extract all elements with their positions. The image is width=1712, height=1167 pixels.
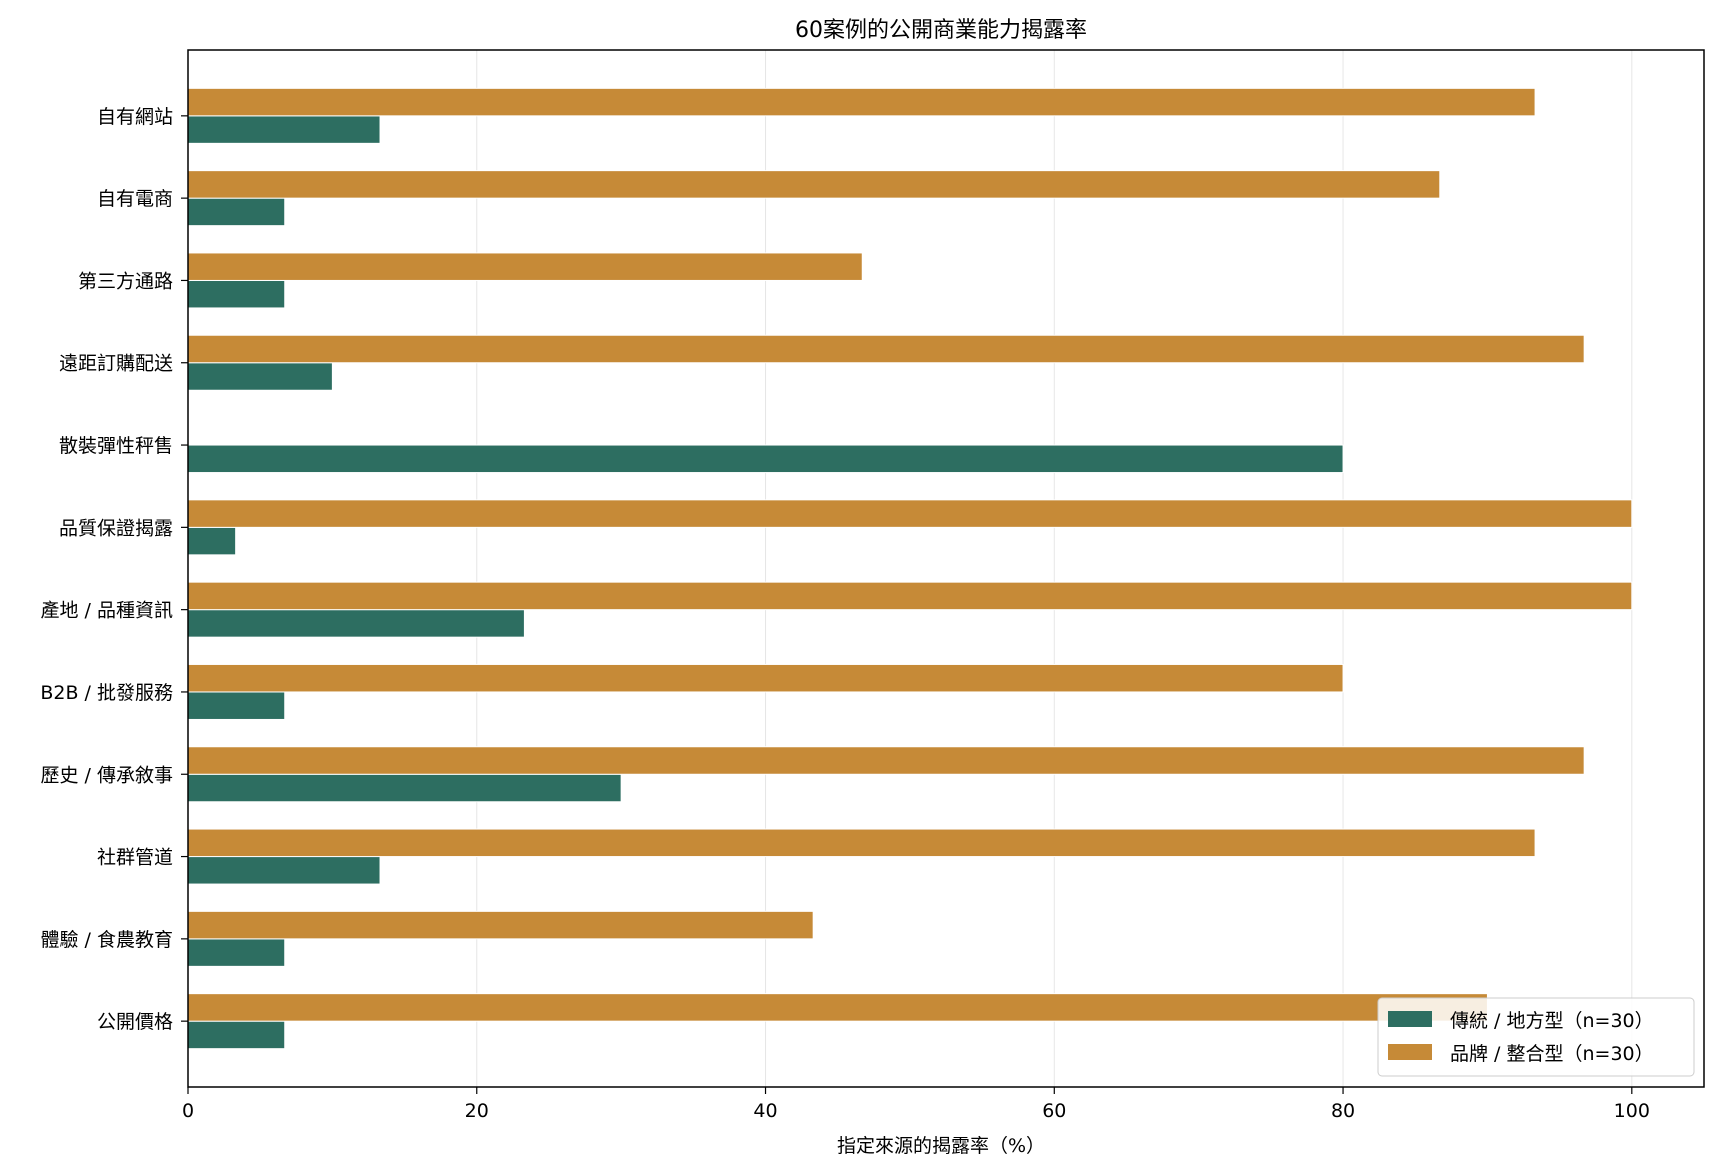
bar-brand <box>187 746 1585 775</box>
x-tick-label: 100 <box>1614 1100 1650 1122</box>
bar-brand <box>187 252 863 281</box>
bar-brand <box>187 334 1585 364</box>
y-tick-label: 體驗 / 食農教育 <box>41 929 173 951</box>
y-tick-label: 社群管道 <box>97 847 173 869</box>
bar-brand <box>187 828 1536 858</box>
legend-swatch <box>1388 1044 1432 1060</box>
bar-brand <box>187 170 1441 199</box>
bar-brand <box>187 581 1633 611</box>
bar-brand <box>187 87 1536 117</box>
bars <box>187 87 1633 1050</box>
x-tick-label: 60 <box>1042 1100 1066 1122</box>
bar-brand <box>187 499 1633 528</box>
y-tick-label: 歷史 / 傳承敘事 <box>41 764 173 786</box>
y-tick-label: 自有網站 <box>97 106 173 128</box>
bar-traditional <box>187 362 333 391</box>
bar-traditional <box>187 526 237 556</box>
bar-traditional <box>187 856 381 885</box>
bar-traditional <box>187 197 286 227</box>
y-tick-label: B2B / 批發服務 <box>40 682 173 704</box>
bar-brand <box>187 910 814 940</box>
bar-traditional <box>187 691 286 720</box>
bar-traditional <box>187 115 381 144</box>
x-tick-label: 0 <box>182 1100 194 1122</box>
y-tick-label: 第三方通路 <box>78 270 173 292</box>
y-tick-label: 散裝彈性秤售 <box>59 435 173 457</box>
legend-label: 傳統 / 地方型（n=30） <box>1450 1010 1654 1032</box>
bar-traditional <box>187 609 525 638</box>
y-tick-label: 自有電商 <box>97 188 173 210</box>
legend-box <box>1377 997 1695 1077</box>
x-tick-label: 40 <box>753 1100 777 1122</box>
x-axis-label: 指定來源的揭露率（%） <box>837 1135 1045 1157</box>
bar-traditional <box>187 444 1344 474</box>
x-tick-label: 80 <box>1331 1100 1355 1122</box>
legend-label: 品牌 / 整合型（n=30） <box>1450 1043 1654 1065</box>
bar-traditional <box>187 773 622 803</box>
bar-traditional <box>187 279 286 309</box>
x-tick-label: 20 <box>465 1100 489 1122</box>
plot-frame <box>187 49 1705 1088</box>
bar-brand <box>187 663 1344 693</box>
y-tick-label: 公開價格 <box>97 1011 173 1033</box>
bar-traditional <box>187 938 286 967</box>
chart-title: 60案例的公開商業能力揭露率 <box>795 18 1087 43</box>
x-axis-ticks: 0 20 40 60 80 100 <box>182 1087 1650 1122</box>
y-tick-label: 品質保證揭露 <box>59 517 173 539</box>
legend: 傳統 / 地方型（n=30） 品牌 / 整合型（n=30） <box>1377 997 1695 1077</box>
y-tick-label: 產地 / 品種資訊 <box>41 600 173 622</box>
bar-traditional <box>187 1020 286 1050</box>
y-tick-label: 遠距訂購配送 <box>59 353 173 375</box>
legend-swatch <box>1388 1011 1432 1027</box>
bar-brand <box>187 993 1488 1022</box>
